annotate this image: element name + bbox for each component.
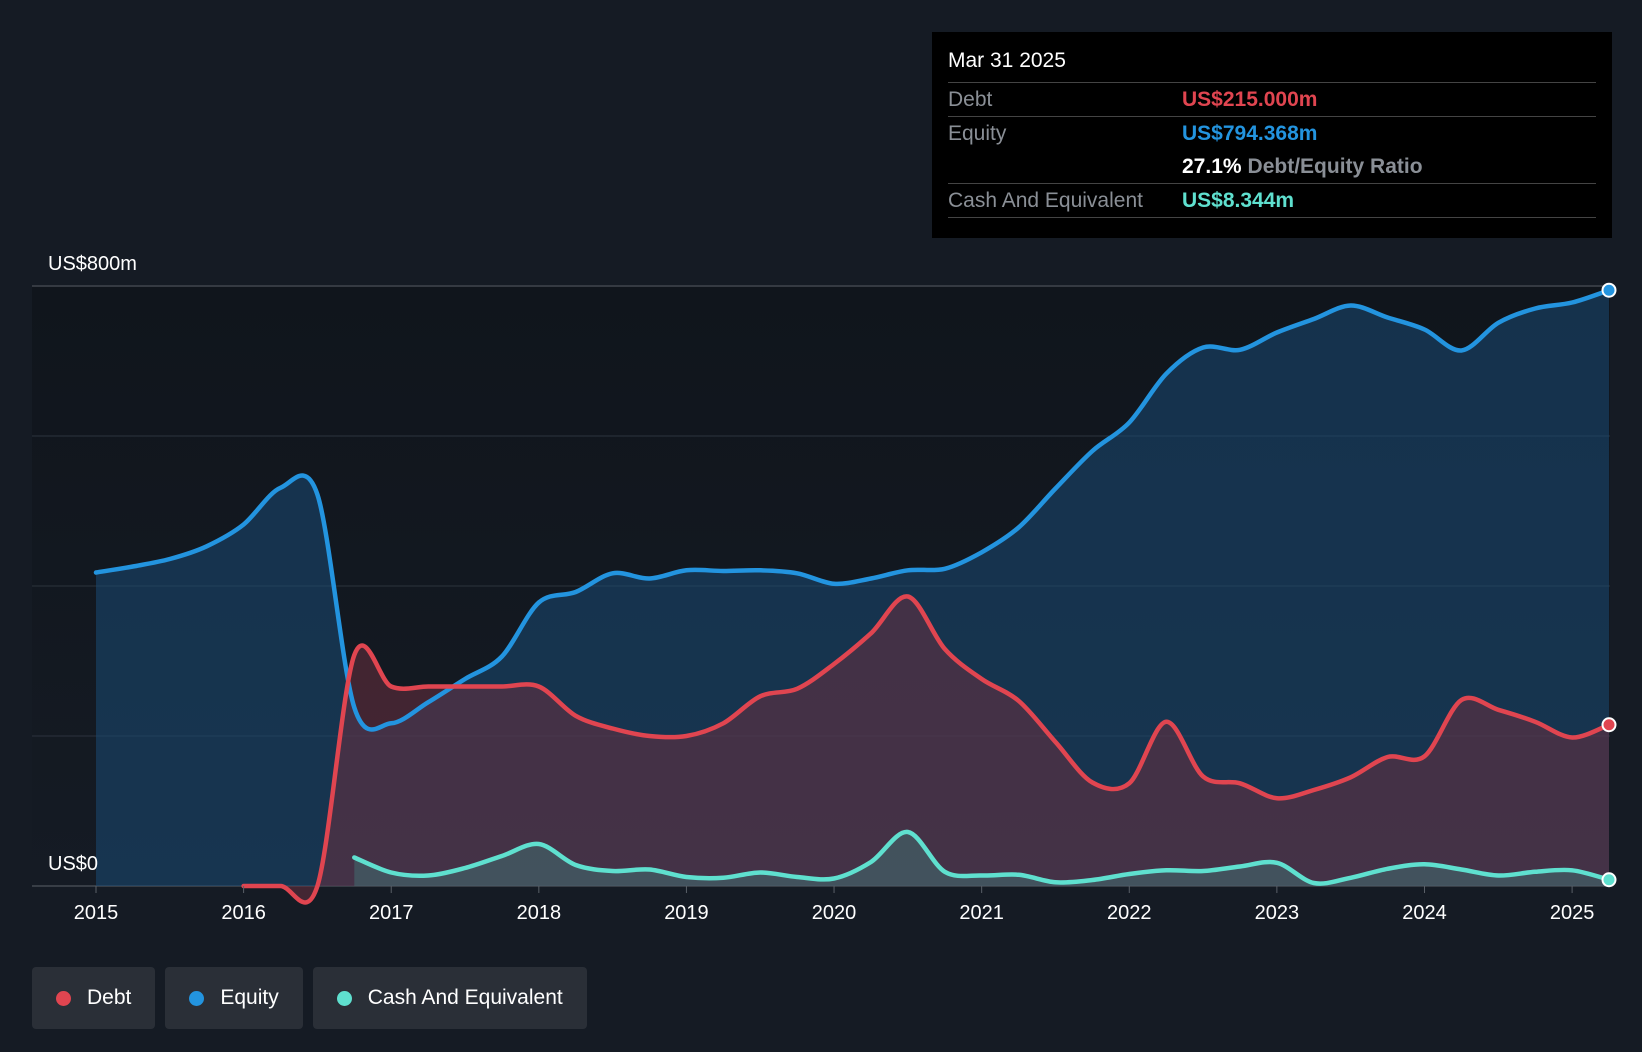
legend-label-cash: Cash And Equivalent — [367, 986, 563, 1009]
x-tick-label-2015: 2015 — [74, 902, 119, 924]
y-axis-top-label: US$800m — [48, 253, 137, 275]
tooltip-row-ratio: 27.1% Debt/Equity Ratio — [948, 150, 1596, 184]
tooltip-date: Mar 31 2025 — [948, 46, 1596, 83]
x-tick-label-2023: 2023 — [1255, 902, 1300, 924]
area-debt — [243, 596, 1610, 903]
x-tick-label-2018: 2018 — [517, 902, 562, 924]
x-tick-label-2022: 2022 — [1107, 902, 1152, 924]
legend-item-cash[interactable]: Cash And Equivalent — [312, 967, 587, 1029]
tooltip-cash-label: Cash And Equivalent — [948, 189, 1143, 212]
line-debt — [241, 594, 1612, 905]
tooltip-equity-value: US$794.368m — [1182, 122, 1318, 145]
tooltip-row-cash: Cash And Equivalent US$8.344m — [948, 184, 1596, 218]
tooltip-ratio-value: 27.1% — [1182, 155, 1242, 178]
series-areas — [96, 290, 1610, 903]
series-lines — [93, 287, 1612, 905]
tooltip-debt-value: US$215.000m — [1182, 88, 1318, 111]
series-endpoints — [1601, 282, 1617, 888]
tooltip-row-debt: Debt US$215.000m — [948, 83, 1596, 117]
legend-dot-debt — [56, 990, 71, 1006]
legend-dot-cash — [336, 990, 352, 1006]
x-tick-label-2019: 2019 — [664, 902, 709, 924]
endpoint-equity — [1601, 282, 1617, 298]
x-tick-label-2017: 2017 — [369, 902, 414, 924]
tooltip-cash-value: US$8.344m — [1182, 189, 1295, 212]
legend-dot-equity — [189, 990, 205, 1006]
legend-label-debt: Debt — [87, 986, 132, 1009]
tooltip-ratio-label: Debt/Equity Ratio — [1247, 155, 1423, 178]
line-equity — [93, 287, 1612, 732]
tooltip-panel: Mar 31 2025 Debt US$215.000m Equity US$7… — [932, 32, 1612, 238]
line-cash-and-equivalent — [352, 829, 1612, 886]
x-tick-label-2021: 2021 — [959, 902, 1004, 924]
debt-equity-chart: 2015 2016 2017 2018 2019 2020 2021 2022 2023 2024… — [32, 253, 1617, 924]
x-tick-label-2024: 2024 — [1402, 902, 1447, 924]
x-tick-label-2020: 2020 — [812, 902, 857, 924]
legend-item-debt[interactable]: Debt — [32, 967, 156, 1029]
tooltip-row-equity: Equity US$794.368m — [948, 117, 1596, 150]
endpoint-cash-and-equivalent — [1601, 872, 1617, 888]
x-axis-ticks: 2015 2016 2017 2018 2019 2020 2021 2022 2023 2024… — [74, 886, 1595, 924]
area-cash-and-equivalent — [354, 831, 1609, 886]
tooltip-equity-label: Equity — [948, 122, 1007, 145]
x-tick-label-2025: 2025 — [1550, 902, 1595, 924]
y-axis-bottom-label: US$0 — [48, 853, 98, 875]
legend-item-equity[interactable]: Equity — [165, 967, 303, 1029]
legend: Debt Equity Cash And Equivalent — [32, 967, 587, 1029]
endpoint-debt — [1601, 717, 1617, 733]
legend-label-equity: Equity — [220, 986, 279, 1009]
tooltip-debt-label: Debt — [948, 88, 993, 111]
x-tick-label-2016: 2016 — [221, 902, 266, 924]
